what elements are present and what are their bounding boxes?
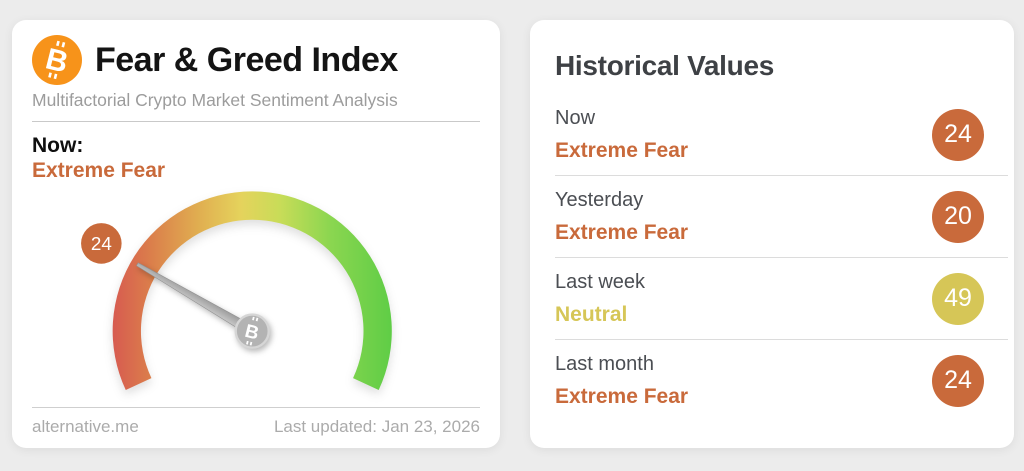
gauge-value-label: 24 (91, 233, 112, 254)
history-row-text: Last week Neutral (555, 271, 645, 327)
history-row: Now Extreme Fear 24 (530, 94, 1014, 175)
row-classification: Extreme Fear (555, 138, 689, 162)
history-row: Last week Neutral 49 (530, 258, 1014, 339)
card-footer: alternative.me Last updated: Jan 23, 202… (32, 407, 480, 437)
gauge-hub (234, 313, 270, 350)
gauge-value-badge: 24 (81, 223, 122, 265)
history-row-text: Now Extreme Fear (555, 107, 688, 163)
gauge-arc (112, 191, 392, 391)
now-label: Now: (32, 134, 84, 157)
page-title: Fear & Greed Index (95, 40, 398, 79)
historical-values-card: Historical Values Now Extreme Fear 24 Ye… (530, 20, 1014, 448)
svg-text:B: B (243, 320, 261, 344)
value-badge: 49 (932, 272, 984, 325)
row-divider (555, 257, 1008, 258)
now-classification: Extreme Fear (32, 159, 166, 183)
gauge-chart: 24 B (81, 191, 392, 391)
history-row: Yesterday Extreme Fear 20 (530, 176, 1014, 257)
fear-greed-card: B Fear & Greed Index Multifactorial Cryp… (12, 20, 500, 448)
row-divider (555, 175, 1008, 176)
historical-values-title: Historical Values (555, 50, 775, 81)
row-classification: Extreme Fear (555, 384, 689, 408)
row-divider (555, 339, 1008, 340)
header-divider (32, 121, 480, 122)
bitcoin-hub-icon: B (243, 317, 261, 346)
history-row-text: Yesterday Extreme Fear (555, 189, 688, 245)
subtitle: Multifactorial Crypto Market Sentiment A… (32, 90, 398, 110)
history-row-text: Last month Extreme Fear (555, 353, 688, 409)
row-label: Now (555, 106, 596, 129)
row-label: Last month (555, 352, 654, 375)
row-classification: Neutral (555, 302, 628, 326)
row-label: Last week (555, 270, 646, 293)
card-header: B Fear & Greed Index (32, 35, 480, 85)
value-badge: 24 (932, 108, 984, 161)
value-badge: 20 (932, 190, 984, 243)
source-link[interactable]: alternative.me (32, 417, 139, 436)
bitcoin-icon: B (32, 35, 82, 85)
gauge-needle-group: B (136, 262, 270, 350)
last-updated-label: Last updated: Jan 23, 2026 (273, 417, 480, 436)
row-label: Yesterday (555, 188, 644, 211)
history-row: Last month Extreme Fear 24 (530, 340, 1014, 421)
value-badge: 24 (932, 354, 984, 407)
row-classification: Extreme Fear (555, 220, 689, 244)
